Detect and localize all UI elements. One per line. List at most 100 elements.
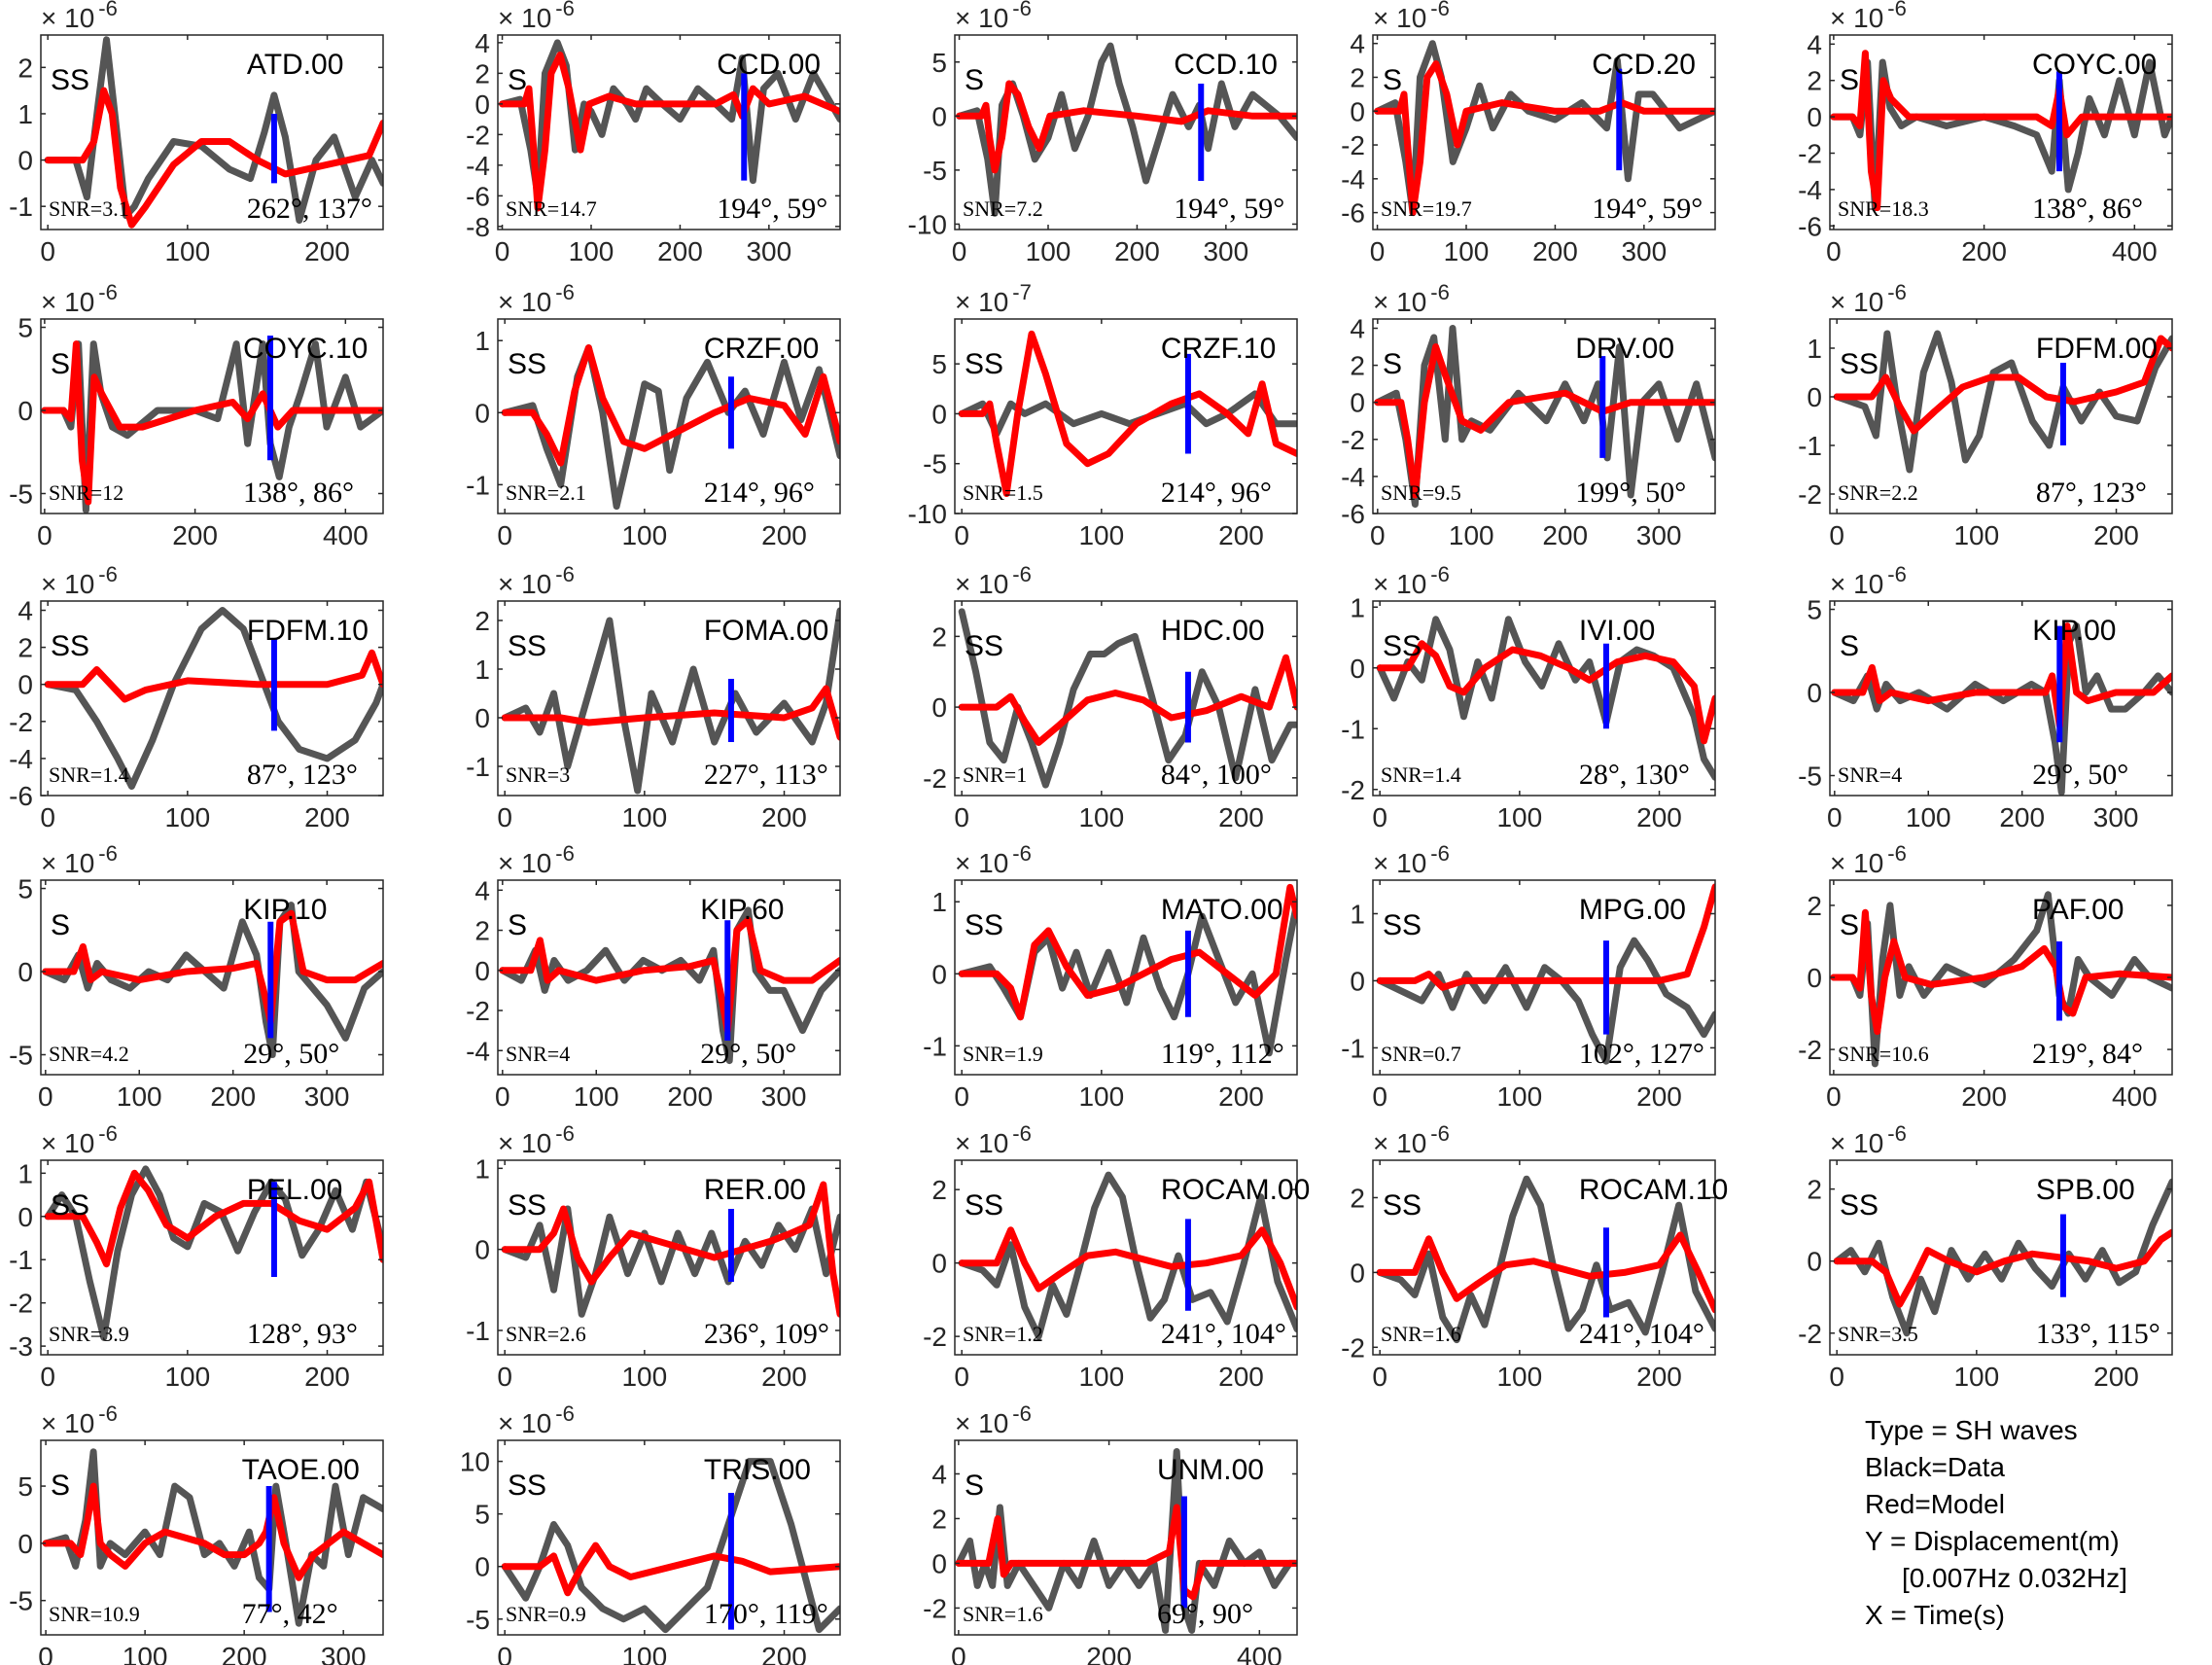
axes-box bbox=[40, 34, 384, 230]
azimuth-distance-label: 219°, 84° bbox=[2032, 1038, 2143, 1070]
data-trace bbox=[1376, 1175, 1715, 1344]
y-tick-label: -6 bbox=[1341, 198, 1365, 229]
snr-label: SNR=0.7 bbox=[1381, 1042, 1461, 1066]
y-tick-label: 0 bbox=[18, 1202, 33, 1232]
x-tick-label: 0 bbox=[497, 802, 512, 832]
x-tick-label: 0 bbox=[954, 520, 969, 550]
y-tick-label: 4 bbox=[1807, 29, 1822, 59]
y-tick-label: 1 bbox=[931, 887, 947, 917]
y-exponent-power: -6 bbox=[98, 1401, 118, 1426]
y-tick-label: -4 bbox=[466, 1036, 490, 1066]
legend-line-xaxis: X = Time(s) bbox=[1865, 1600, 2005, 1630]
azimuth-distance-label: 69°, 90° bbox=[1157, 1598, 1253, 1630]
azimuth-distance-label: 262°, 137° bbox=[247, 193, 372, 225]
y-exponent-power: -6 bbox=[555, 0, 575, 20]
station-label: FDFM.00 bbox=[2036, 333, 2158, 365]
y-exponent-label: × 10 -6 bbox=[41, 562, 118, 599]
y-exponent-power: -7 bbox=[1012, 280, 1032, 304]
phase-label: SS bbox=[51, 630, 89, 662]
x-tick-label: 200 bbox=[304, 236, 350, 266]
data-trace bbox=[501, 1458, 840, 1634]
x-tick-label: 200 bbox=[222, 1642, 267, 1665]
station-label: ROCAM.00 bbox=[1161, 1174, 1310, 1206]
y-tick-label: 5 bbox=[18, 874, 33, 904]
y-tick-label: -2 bbox=[923, 763, 947, 794]
y-tick-label: 2 bbox=[1350, 62, 1365, 92]
y-tick-label: 0 bbox=[931, 959, 947, 989]
azimuth-distance-label: 84°, 100° bbox=[1161, 759, 1272, 791]
phase-label: SS bbox=[1383, 1189, 1422, 1222]
azimuth-distance-label: 133°, 115° bbox=[2036, 1318, 2160, 1350]
y-tick-label: 1 bbox=[474, 655, 490, 685]
y-tick-label: -1 bbox=[1341, 1033, 1365, 1063]
snr-label: SNR=0.9 bbox=[506, 1602, 586, 1626]
x-tick-label: 200 bbox=[667, 1081, 713, 1112]
snr-label: SNR=2.2 bbox=[1838, 480, 1918, 505]
y-exponent-label: × 10 -6 bbox=[41, 280, 118, 317]
x-tick-label: 200 bbox=[172, 520, 218, 550]
legend-box: Type = SH waves Black=Data Red=Model Y =… bbox=[1865, 1415, 2195, 1648]
x-tick-label: 200 bbox=[1961, 236, 2007, 266]
azimuth-distance-label: 128°, 93° bbox=[247, 1318, 358, 1350]
station-label: CCD.20 bbox=[1592, 49, 1696, 81]
model-trace bbox=[501, 1541, 840, 1597]
snr-label: SNR=1.4 bbox=[49, 762, 129, 787]
phase-label: SS bbox=[508, 630, 546, 662]
y-tick-label: -1 bbox=[466, 1316, 490, 1346]
azimuth-distance-label: 29°, 50° bbox=[2032, 759, 2128, 791]
model-trace bbox=[1376, 1231, 1715, 1314]
y-exponent-label: × 10 -6 bbox=[498, 280, 575, 317]
y-tick-label: 2 bbox=[18, 633, 33, 663]
x-tick-label: 400 bbox=[323, 520, 369, 550]
y-exponent-label: × 10 -6 bbox=[1830, 0, 1907, 33]
y-tick-label: 4 bbox=[18, 596, 33, 626]
station-label: CCD.10 bbox=[1174, 49, 1278, 81]
phase-label: S bbox=[51, 909, 70, 941]
y-exponent-label: × 10 -6 bbox=[955, 562, 1032, 599]
y-exponent-power: -6 bbox=[98, 562, 118, 586]
y-exponent-power: -6 bbox=[98, 1121, 118, 1146]
axes-box bbox=[40, 600, 384, 797]
x-tick-label: 200 bbox=[1218, 520, 1264, 550]
snr-label: SNR=19.7 bbox=[1381, 196, 1472, 221]
y-exponent-label: × 10 -6 bbox=[1830, 562, 1907, 599]
axes-box bbox=[40, 1159, 384, 1356]
y-exponent-label: × 10 -6 bbox=[1830, 280, 1907, 317]
legend-line-yaxis: Y = Displacement(m) bbox=[1865, 1526, 2120, 1556]
axes-box bbox=[40, 879, 384, 1076]
y-tick-label: -4 bbox=[1798, 175, 1822, 205]
phase-label: S bbox=[965, 64, 984, 96]
y-exponent-power: -6 bbox=[555, 562, 575, 586]
phase-label: S bbox=[1840, 630, 1859, 662]
y-exponent-label: × 10 -6 bbox=[498, 1401, 575, 1438]
x-tick-label: 0 bbox=[495, 236, 510, 266]
x-tick-label: 0 bbox=[1826, 236, 1842, 266]
azimuth-distance-label: 119°, 112° bbox=[1161, 1038, 1284, 1070]
y-tick-label: -10 bbox=[908, 209, 947, 239]
snr-label: SNR=18.3 bbox=[1838, 196, 1929, 221]
x-tick-label: 200 bbox=[210, 1081, 256, 1112]
y-tick-label: 5 bbox=[18, 313, 33, 343]
data-trace bbox=[499, 39, 840, 199]
azimuth-distance-label: 87°, 123° bbox=[2036, 477, 2147, 509]
y-exponent-power: -6 bbox=[1430, 0, 1450, 20]
x-tick-label: 100 bbox=[1953, 1362, 1999, 1392]
azimuth-distance-label: 28°, 130° bbox=[1579, 759, 1690, 791]
y-tick-label: 0 bbox=[474, 956, 490, 986]
y-exponent-power: -6 bbox=[555, 841, 575, 866]
azimuth-distance-label: 29°, 50° bbox=[243, 1038, 339, 1070]
y-exponent-label: × 10 -6 bbox=[1830, 841, 1907, 878]
data-trace bbox=[1376, 616, 1715, 781]
y-tick-label: 1 bbox=[1350, 592, 1365, 622]
x-tick-label: 200 bbox=[761, 1642, 807, 1665]
y-tick-label: 0 bbox=[474, 1235, 490, 1265]
x-tick-label: 200 bbox=[761, 1362, 807, 1392]
x-tick-label: 100 bbox=[1078, 1362, 1124, 1392]
station-label: CRZF.10 bbox=[1161, 333, 1276, 365]
x-tick-label: 0 bbox=[1827, 802, 1843, 832]
